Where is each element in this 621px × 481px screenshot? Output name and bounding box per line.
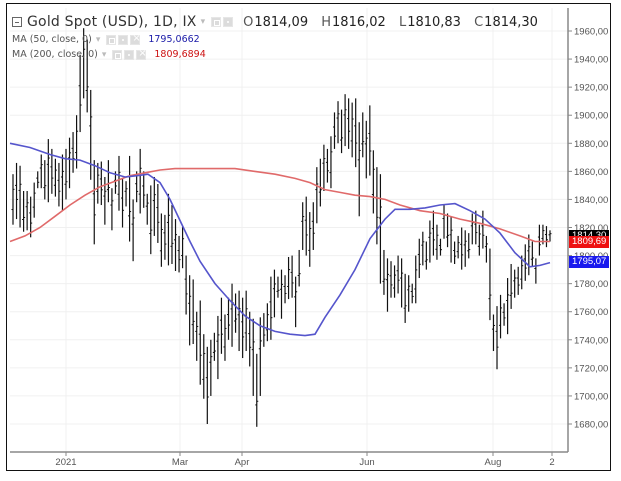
svg-text:1880,00: 1880,00 [574,139,608,150]
svg-text:Mar: Mar [172,457,188,468]
svg-text:2021: 2021 [55,457,76,468]
chart-legend: Gold Spot (USD), 1D, IX ▾ O1814,09 H1816… [12,12,547,62]
visibility-icon[interactable] [118,34,129,45]
svg-text:Aug: Aug [485,457,502,468]
ma50-line [9,142,551,337]
visibility-icon[interactable] [124,49,135,60]
settings-icon[interactable] [106,34,117,45]
svg-text:Jun: Jun [359,457,374,468]
settings-icon[interactable] [211,17,222,27]
ma200-line [9,167,550,243]
svg-text:1840,00: 1840,00 [574,195,608,206]
svg-text:1740,00: 1740,00 [574,335,608,346]
settings-icon[interactable] [112,49,123,60]
ohlc-values: O1814,09 H1816,02 L1810,83 C1814,30 [243,15,547,30]
chevron-down-icon[interactable]: ▾ [101,49,107,60]
svg-text:1920,00: 1920,00 [574,83,608,94]
ohlc-close: C1814,30 [474,14,538,30]
ma50-value: 1795,0662 [148,34,200,45]
ma200-legend-row: MA (200, close, 0) ▾ 1809,6894 [12,47,547,62]
axes [10,8,569,453]
svg-text:1780,00: 1780,00 [574,279,608,290]
ma50-label: MA (50, close, 0) [12,34,92,45]
svg-text:1760,00: 1760,00 [574,307,608,318]
chevron-down-icon[interactable]: ▾ [200,17,206,27]
ma50-legend-row: MA (50, close, 0) ▾ 1795,0662 [12,32,547,47]
ma200-label: MA (200, close, 0) [12,49,98,60]
remove-icon[interactable] [136,48,147,60]
series-title: Gold Spot (USD), 1D, IX [27,14,197,30]
ohlc-high: H1816,02 [321,14,386,30]
svg-text:1700,00: 1700,00 [574,391,608,402]
ohlc-low: L1810,83 [398,14,461,30]
svg-text:1720,00: 1720,00 [574,363,608,374]
svg-text:1940,00: 1940,00 [574,55,608,66]
svg-text:1860,00: 1860,00 [574,167,608,178]
collapse-icon[interactable] [12,17,22,27]
remove-icon[interactable] [130,33,141,45]
svg-text:Apr: Apr [235,457,250,468]
ohlc-open: O1814,09 [243,14,309,30]
ma200-value: 1809,6894 [154,49,206,60]
chevron-down-icon[interactable]: ▾ [95,34,101,45]
svg-text:1680,00: 1680,00 [574,420,608,431]
x-axis-ticks: 2021 Mar Apr Jun Aug 2 [55,452,555,468]
svg-text:1900,00: 1900,00 [574,111,608,122]
series-title-row: Gold Spot (USD), 1D, IX ▾ O1814,09 H1816… [12,12,547,32]
ma200-price-tag: 1809,69 [569,235,609,248]
ohlc-bars [11,28,552,427]
chart-frame [6,3,611,471]
svg-text:1820,00: 1820,00 [574,223,608,234]
svg-text:2: 2 [549,457,554,468]
ma50-price-tag: 1795,07 [569,256,609,269]
y-axis-ticks: 1960,00 1940,00 1920,00 1900,00 1880,00 1860,… [568,27,608,431]
svg-text:1960,00: 1960,00 [574,27,608,38]
visibility-icon[interactable] [223,17,234,27]
